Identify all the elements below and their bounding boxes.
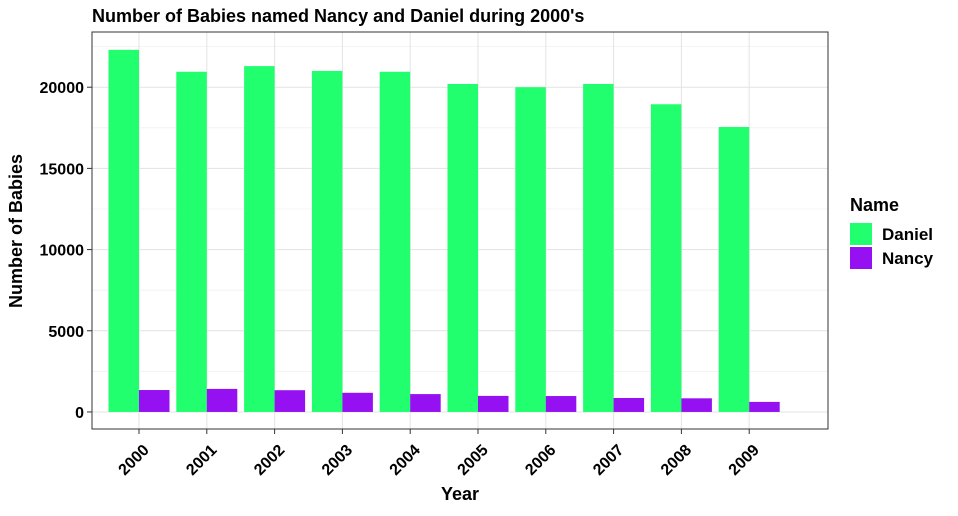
bar-daniel-2005 bbox=[447, 83, 478, 412]
bar-daniel-2003 bbox=[311, 70, 343, 412]
bar-daniel-2000 bbox=[108, 49, 139, 412]
legend-key-daniel bbox=[850, 223, 872, 245]
bar-nancy-2006 bbox=[545, 396, 577, 412]
bar-nancy-2007 bbox=[613, 397, 645, 412]
bars bbox=[108, 49, 780, 412]
y-tick-label: 20000 bbox=[40, 80, 85, 97]
x-tick-label: 2007 bbox=[590, 442, 627, 479]
chart-title: Number of Babies named Nancy and Daniel … bbox=[92, 6, 584, 26]
bar-nancy-2001 bbox=[206, 388, 238, 412]
x-tick-label: 2002 bbox=[251, 442, 288, 479]
bar-daniel-2002 bbox=[244, 66, 275, 412]
bar-daniel-2004 bbox=[379, 71, 411, 412]
bar-nancy-2004 bbox=[410, 394, 441, 412]
plot-panel-border bbox=[91, 31, 829, 430]
y-tick-label: 0 bbox=[75, 405, 84, 422]
bar-nancy-2003 bbox=[342, 392, 373, 412]
bar-daniel-2001 bbox=[176, 71, 207, 412]
legend-key-nancy bbox=[850, 247, 872, 269]
y-axis-title: Number of Babies bbox=[6, 154, 26, 308]
bar-daniel-2007 bbox=[583, 83, 614, 412]
bar-nancy-2008 bbox=[681, 398, 712, 412]
x-tick-label: 2005 bbox=[455, 442, 492, 479]
y-tick-label: 15000 bbox=[40, 161, 85, 178]
x-axis-title: Year bbox=[441, 484, 479, 504]
x-tick-label: 2008 bbox=[658, 442, 695, 479]
x-axis: 2000 2001 2002 2003 2004 2005 2006 2007 2008 2009 bbox=[116, 429, 763, 479]
bar-daniel-2009 bbox=[718, 126, 750, 412]
x-tick-label: 2009 bbox=[726, 442, 763, 479]
x-tick-label: 2000 bbox=[116, 442, 153, 479]
x-tick-label: 2004 bbox=[387, 442, 424, 479]
bar-nancy-2005 bbox=[478, 395, 509, 412]
legend-items: Daniel Nancy bbox=[850, 223, 934, 269]
y-tick-label: 5000 bbox=[48, 324, 84, 341]
bar-nancy-2000 bbox=[139, 390, 170, 412]
bar-daniel-2008 bbox=[650, 104, 682, 412]
x-tick-label: 2006 bbox=[522, 442, 559, 479]
y-axis: 0 5000 10000 15000 20000 bbox=[40, 80, 92, 422]
legend-title: Name bbox=[850, 195, 899, 215]
y-tick-label: 10000 bbox=[40, 243, 85, 260]
bar-nancy-2002 bbox=[274, 390, 306, 412]
bar-daniel-2006 bbox=[515, 87, 546, 412]
x-tick-label: 2003 bbox=[319, 442, 356, 479]
legend: Name Daniel Nancy bbox=[850, 195, 934, 269]
bar-nancy-2009 bbox=[749, 401, 780, 412]
legend-label-daniel: Daniel bbox=[882, 225, 933, 244]
x-tick-label: 2001 bbox=[183, 442, 220, 479]
legend-label-nancy: Nancy bbox=[882, 249, 934, 268]
